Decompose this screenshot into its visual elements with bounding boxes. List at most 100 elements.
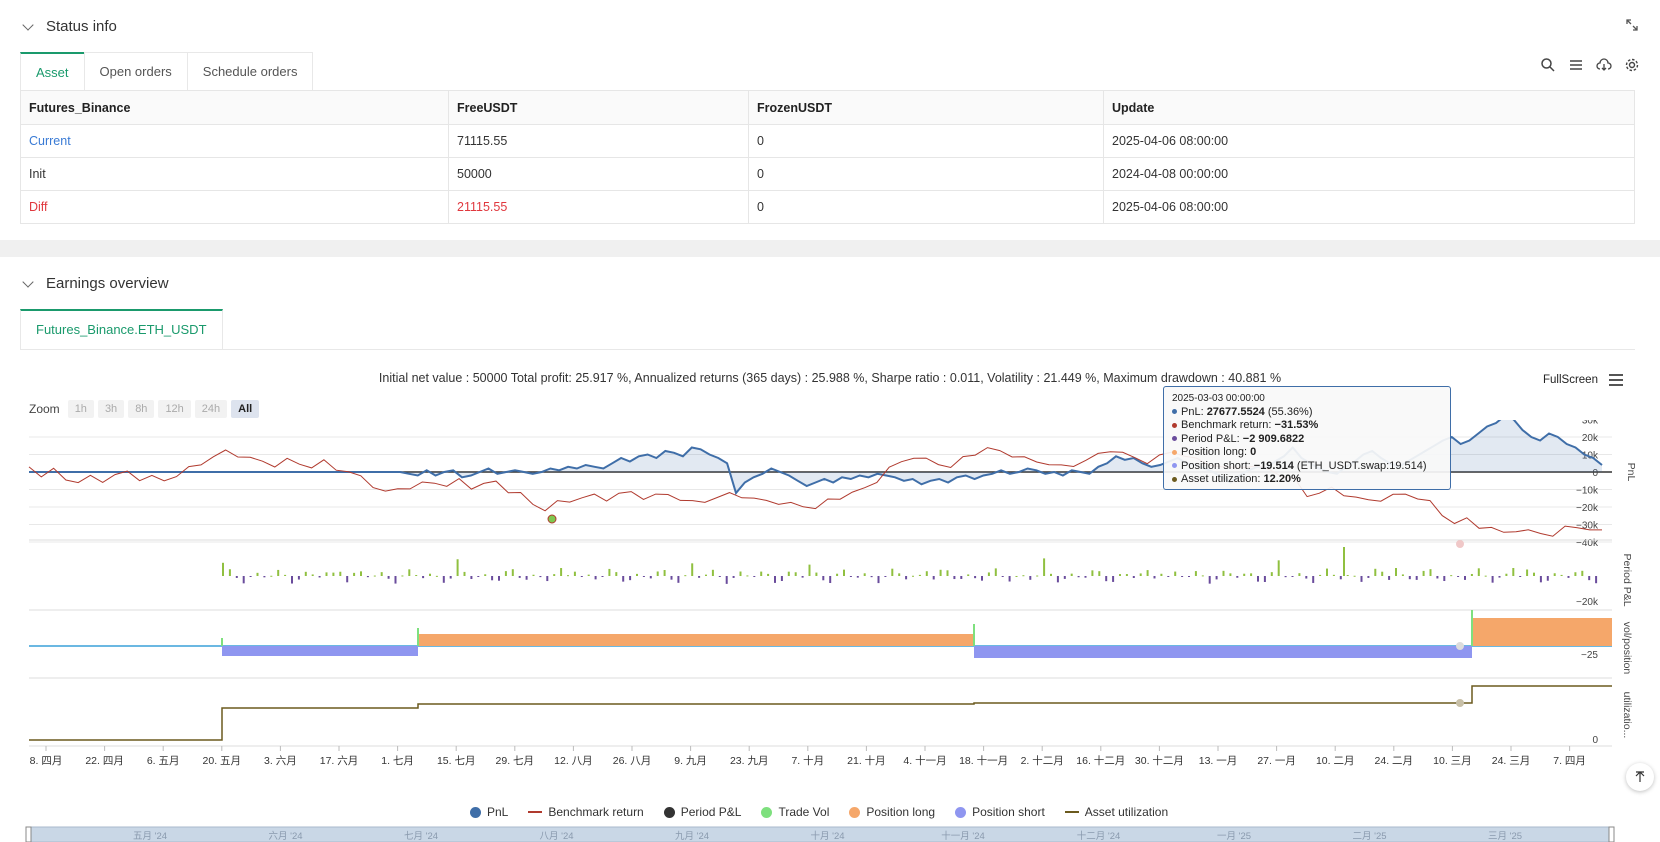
- tab-open-orders[interactable]: Open orders: [83, 52, 188, 91]
- period-pnl-bar: [1036, 575, 1039, 577]
- legend-position-long[interactable]: Position long: [849, 805, 935, 819]
- period-pnl-bar: [843, 569, 845, 576]
- period-pnl-bar: [836, 573, 839, 576]
- pnl-axis-tick: −30k: [1576, 521, 1599, 532]
- x-tick-label: 6. 五月: [147, 755, 180, 767]
- expand-icon[interactable]: [1626, 19, 1638, 31]
- x-tick-label: 3. 六月: [264, 755, 297, 767]
- period-pnl-bar: [1222, 570, 1225, 576]
- legend-position-short[interactable]: Position short: [955, 805, 1045, 819]
- x-tick-label: 21. 十月: [847, 754, 886, 767]
- list-icon[interactable]: [1568, 57, 1584, 73]
- period-pnl-bar: [484, 574, 487, 576]
- period-pnl-bar: [1153, 576, 1156, 579]
- period-pnl-bar: [884, 576, 887, 577]
- period-pnl-bar: [1229, 573, 1232, 576]
- period-axis-tick: −20k: [1576, 597, 1599, 608]
- collapse-chevron-icon[interactable]: [22, 18, 34, 31]
- gear-icon[interactable]: [1624, 57, 1640, 73]
- period-pnl-bar: [1353, 575, 1356, 577]
- legend-pnl[interactable]: PnL: [470, 805, 508, 819]
- period-pnl-bar: [1429, 569, 1432, 576]
- period-pnl-bar: [1257, 576, 1259, 582]
- period-pnl-bar: [594, 576, 597, 580]
- zoom-3h[interactable]: 3h: [97, 400, 125, 418]
- row-label: Init: [20, 157, 449, 191]
- tab-schedule-orders[interactable]: Schedule orders: [186, 52, 314, 91]
- arrow-up-icon: [1635, 771, 1645, 782]
- legend-benchmark[interactable]: Benchmark return: [528, 805, 644, 819]
- navigator-tick-label: 三月 '25: [1488, 831, 1522, 842]
- period-pnl-bar: [1360, 576, 1363, 582]
- row-label[interactable]: Current: [20, 124, 449, 158]
- x-tick-label: 1. 七月: [381, 755, 414, 767]
- earnings-title: Earnings overview: [46, 275, 169, 292]
- period-pnl-bar: [815, 572, 818, 576]
- zoom-1h[interactable]: 1h: [67, 400, 94, 418]
- period-pnl-bar: [939, 569, 942, 576]
- period-pnl-bar: [394, 576, 397, 584]
- status-header[interactable]: Status info: [20, 18, 117, 35]
- tooltip-period: Period P&L: −2 909.6822: [1172, 433, 1442, 447]
- period-pnl-bar: [339, 571, 342, 576]
- zoom-12h[interactable]: 12h: [158, 400, 191, 418]
- cell-frozen: 0: [748, 190, 1104, 224]
- search-icon[interactable]: [1540, 57, 1556, 73]
- x-tick-label: 10. 三月: [1433, 755, 1472, 767]
- navigator-tick-label: 二月 '25: [1352, 831, 1386, 842]
- period-pnl-bar: [1112, 576, 1115, 582]
- legend-asset-utilization[interactable]: Asset utilization: [1064, 805, 1168, 819]
- period-pnl-bar: [974, 576, 977, 579]
- asset-table: Futures_Binance FreeUSDT FrozenUSDT Upda…: [20, 90, 1635, 224]
- period-pnl-bar: [1443, 576, 1446, 582]
- legend-trade-vol[interactable]: Trade Vol: [761, 805, 829, 819]
- cell-frozen: 0: [748, 157, 1104, 191]
- period-pnl-bar: [1139, 573, 1142, 576]
- period-pnl-bar: [1367, 576, 1370, 578]
- period-pnl-bar: [918, 574, 921, 576]
- period-pnl-bar: [360, 571, 362, 576]
- zoom-all[interactable]: All: [231, 400, 260, 418]
- period-pnl-bar: [1332, 574, 1335, 576]
- period-pnl-bar: [1546, 576, 1549, 581]
- earnings-tabs: Futures_Binance.ETH_USDT: [20, 309, 1635, 350]
- period-pnl-bar: [822, 576, 825, 581]
- earnings-panel: Earnings overview Futures_Binance.ETH_US…: [0, 257, 1660, 842]
- zoom-24h[interactable]: 24h: [194, 400, 228, 418]
- zoom-8h[interactable]: 8h: [128, 400, 155, 418]
- period-pnl-bar: [670, 576, 673, 580]
- period-pnl-bar: [463, 571, 466, 576]
- tab-eth-usdt[interactable]: Futures_Binance.ETH_USDT: [20, 309, 223, 349]
- chart-legend: PnL Benchmark return Period P&L Trade Vo…: [470, 805, 1188, 819]
- x-tick-label: 26. 八月: [613, 755, 652, 767]
- collapse-chevron-icon[interactable]: [22, 275, 34, 288]
- period-pnl-bar: [760, 571, 763, 576]
- period-pnl-bar: [677, 576, 680, 583]
- tab-asset[interactable]: Asset: [20, 52, 85, 92]
- trade-marker: [1456, 540, 1464, 548]
- period-pnl-bar: [1381, 571, 1384, 576]
- period-pnl-bar: [1457, 576, 1460, 577]
- cloud-download-icon[interactable]: [1596, 57, 1612, 73]
- period-pnl-bar: [1470, 573, 1473, 576]
- period-pnl-bar: [780, 576, 783, 581]
- period-pnl-bar: [774, 576, 776, 583]
- period-pnl-bar: [601, 576, 604, 577]
- legend-period-pnl[interactable]: Period P&L: [663, 805, 741, 819]
- fullscreen-button[interactable]: FullScreen: [1543, 374, 1598, 386]
- period-pnl-bar: [1250, 573, 1253, 576]
- earnings-header[interactable]: Earnings overview: [20, 275, 169, 292]
- back-to-top-button[interactable]: [1626, 763, 1654, 791]
- period-pnl-bar: [1388, 576, 1391, 580]
- period-pnl-bar: [1201, 575, 1204, 577]
- menu-icon[interactable]: [1608, 373, 1624, 387]
- period-pnl-bar: [470, 576, 473, 580]
- period-pnl-bar: [284, 574, 287, 576]
- period-pnl-bar: [518, 576, 521, 578]
- x-tick-label: 20. 五月: [203, 755, 242, 767]
- trade-vol-bar: [1471, 610, 1473, 646]
- period-pnl-bar: [691, 563, 694, 576]
- period-pnl-bar: [629, 576, 632, 581]
- x-tick-label: 4. 十一月: [903, 754, 946, 767]
